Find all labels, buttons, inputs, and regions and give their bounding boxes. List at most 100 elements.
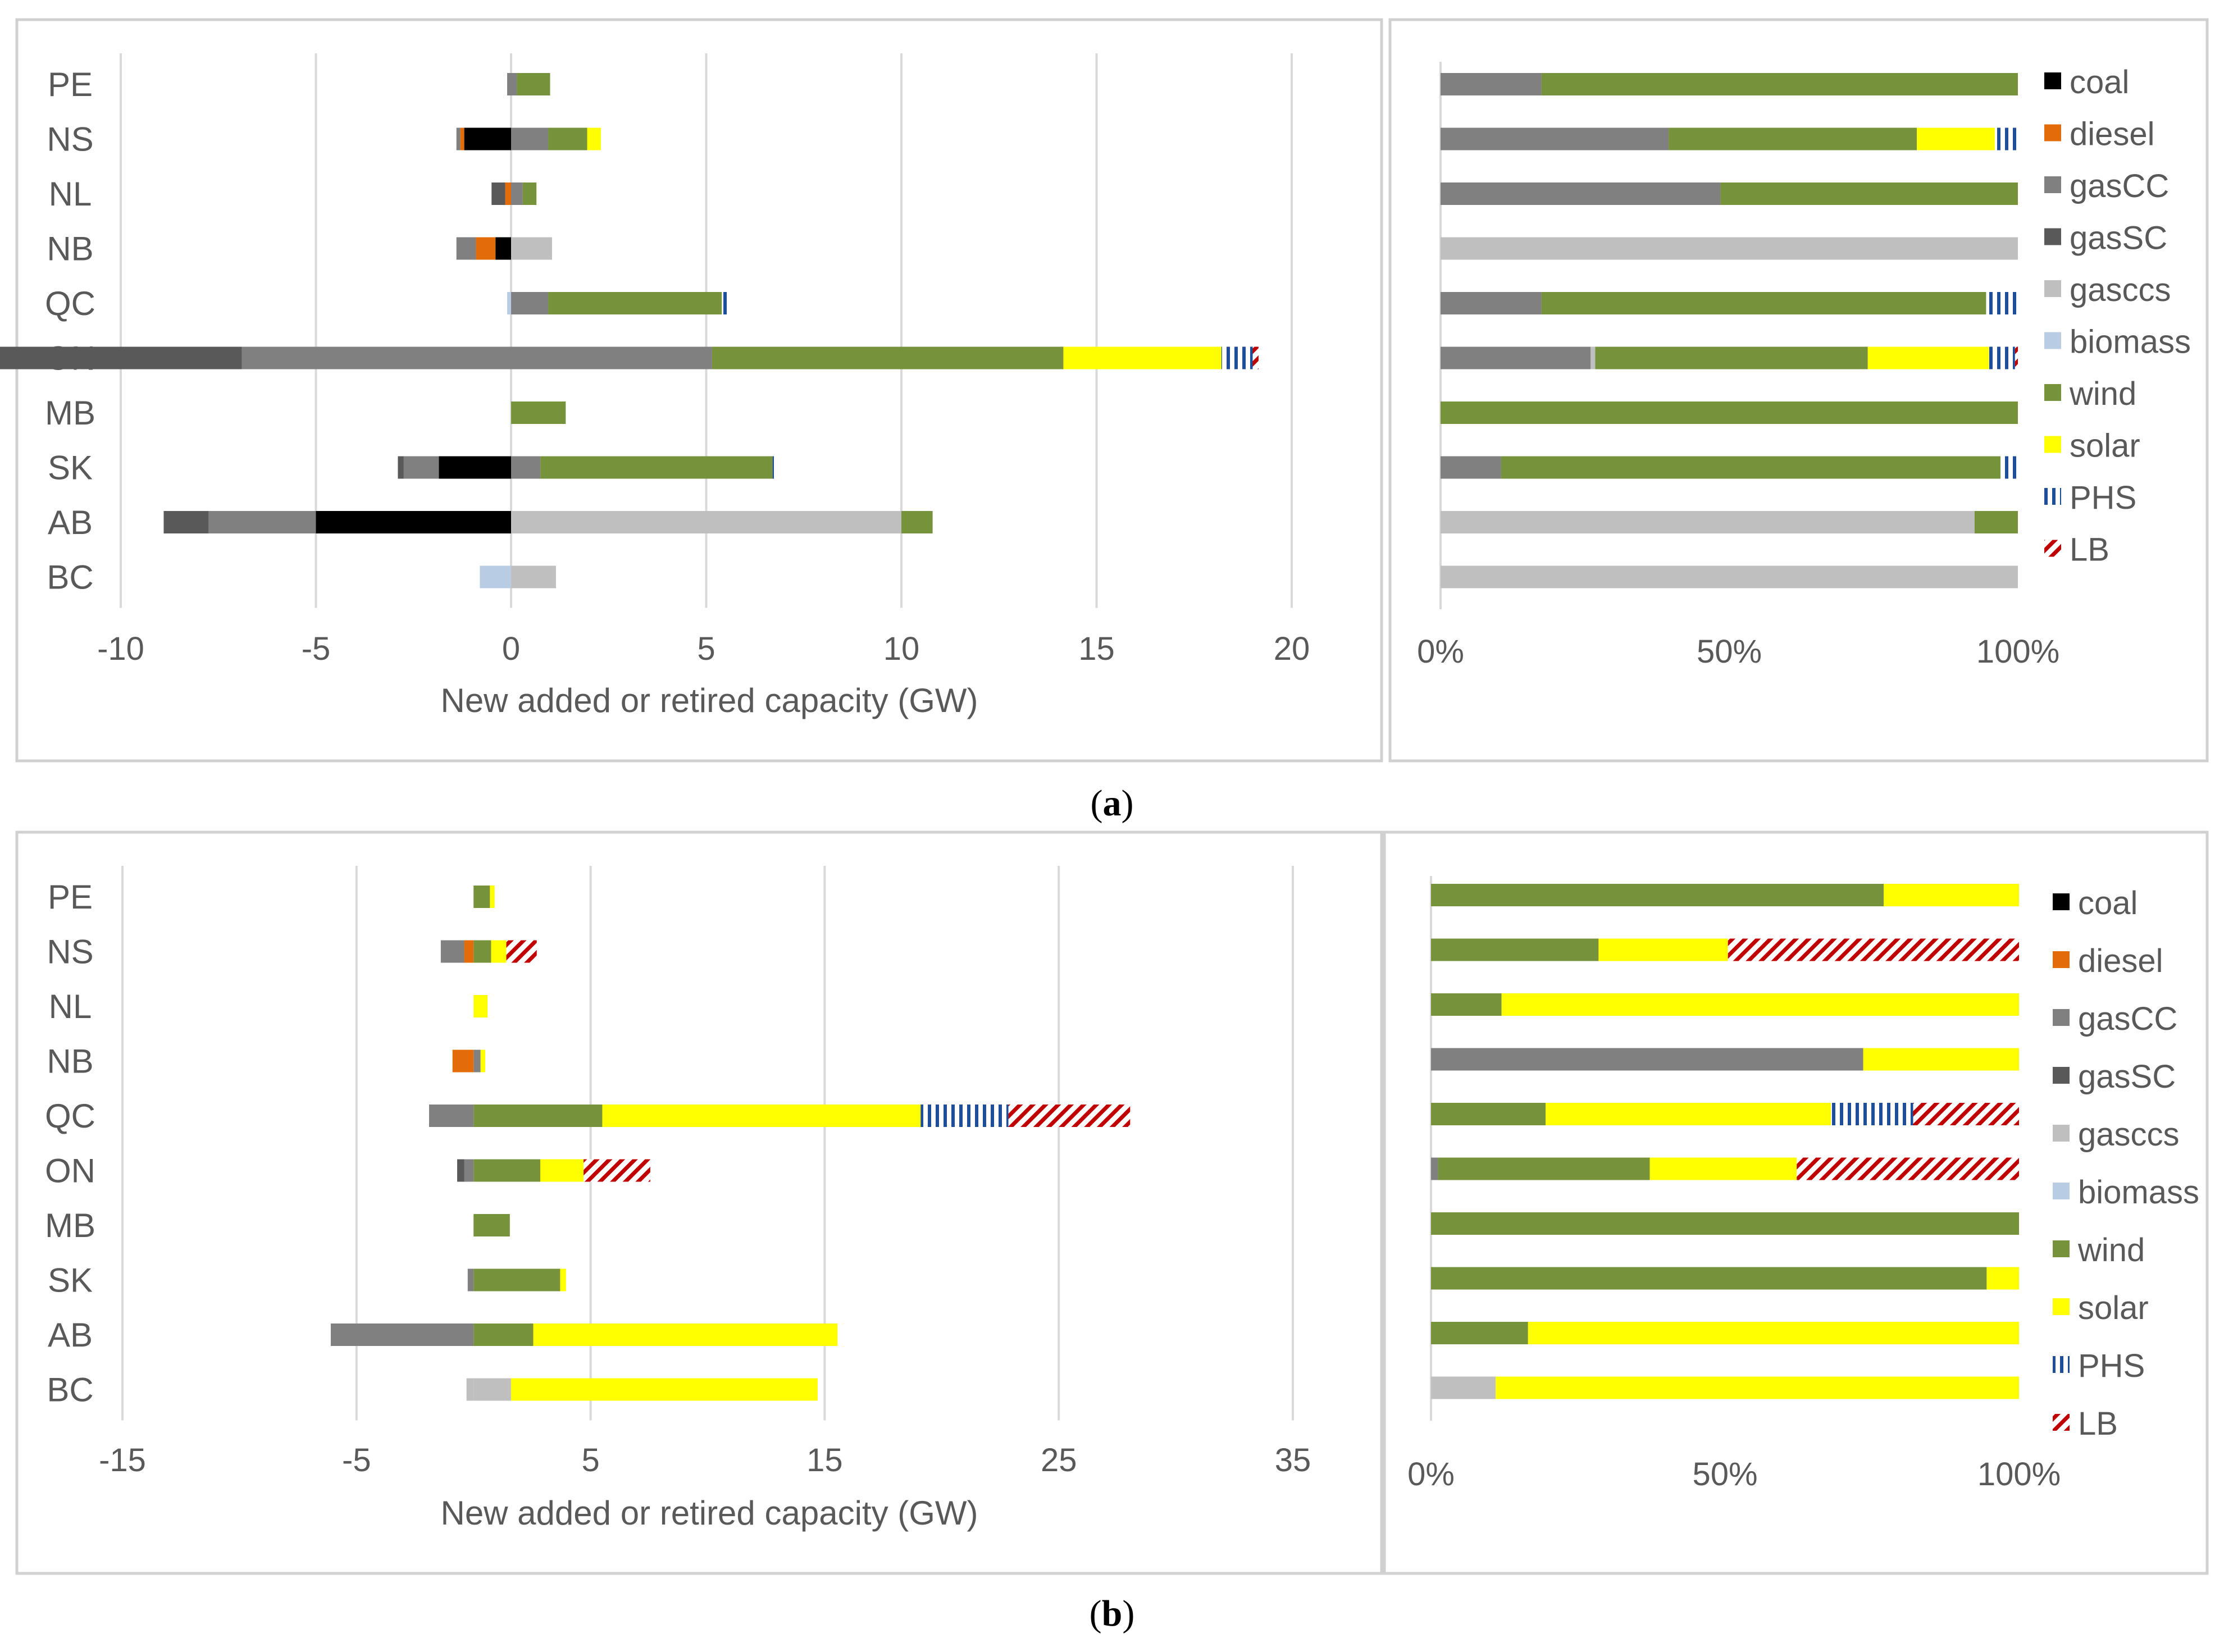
bar-wind-NS <box>1431 938 1599 961</box>
bar-wind-QC <box>473 1105 603 1127</box>
x-tick-label: 15 <box>1078 631 1115 667</box>
bar-gasCC-PE <box>511 73 517 95</box>
legend-swatch-gasSC <box>2044 228 2061 245</box>
category-label: NS <box>47 121 93 158</box>
x-tick-label: 100% <box>1977 1456 2061 1493</box>
bar-wind-NS <box>473 940 491 963</box>
chart-b-right: 0% 50% 100% <box>1407 876 2061 1493</box>
legend-label-biomass: biomass <box>2078 1174 2199 1211</box>
legend-label-wind: wind <box>2069 376 2136 412</box>
bar-gasCC-SK <box>511 456 541 479</box>
bar-gasSC-ON-retired <box>0 346 242 369</box>
bar-gasccs-BC <box>1441 565 2018 588</box>
bar-solar-QC <box>1546 1103 1831 1125</box>
legend-label-gasccs: gasccs <box>2078 1116 2180 1153</box>
bar-solar-ON <box>1063 346 1222 369</box>
bar-wind-QC <box>1431 1103 1546 1125</box>
bar-solar-NL <box>1501 993 2019 1016</box>
x-tick-label: 5 <box>697 631 715 667</box>
legend-label-diesel: diesel <box>2078 943 2163 979</box>
legend-label-gasCC: gasCC <box>2078 1001 2177 1037</box>
bar-gasCC-SK-retired <box>467 1268 474 1292</box>
x-tick-label: -10 <box>97 631 144 667</box>
legend-label-PHS: PHS <box>2070 480 2136 516</box>
x-tick-label: -5 <box>342 1442 371 1478</box>
bar-LB-ON <box>1252 346 1259 369</box>
x-tick-label: 0% <box>1417 633 1464 670</box>
bar-PHS-SK <box>2000 456 2018 479</box>
bar-solar-AB <box>1528 1322 2019 1344</box>
category-label: PE <box>48 66 93 103</box>
bar-gasccs-BC <box>1431 1376 1496 1399</box>
bar-LB-NS <box>506 940 537 963</box>
chart-b-left: -15 -5 5 15 25 35 New added or retired capacit… <box>45 866 1311 1532</box>
bar-PHS-QC <box>920 1105 1009 1127</box>
bar-solar-ON <box>540 1159 584 1182</box>
bar-solar-BC <box>511 1378 818 1401</box>
category-label: PE <box>48 878 93 916</box>
caption-a: (a) <box>1091 783 1134 824</box>
bar-coal-NB-retired <box>495 237 511 260</box>
bar-gasCC-SK-retired <box>403 456 439 479</box>
bar-gasCC-PE <box>1441 73 1542 95</box>
bar-gasCC-NL <box>1441 182 1721 205</box>
bar-wind-QC <box>548 292 722 314</box>
bar-wind-AB <box>1431 1322 1528 1344</box>
bar-diesel-NB-retired <box>452 1049 474 1073</box>
bar-gasCC-ON <box>1441 346 1591 369</box>
bar-coal-SK-retired <box>439 456 511 479</box>
bar-PHS-QC <box>1986 292 2018 314</box>
category-label: SK <box>48 449 93 487</box>
bar-PHS-SK <box>772 456 777 479</box>
bar-solar-NS <box>1917 127 1995 150</box>
x-tick-label: 35 <box>1275 1442 1311 1478</box>
x-tick-label: -15 <box>99 1442 146 1478</box>
bar-gasCC-AB-retired <box>208 511 316 533</box>
bar-gasCC-NB-retired <box>456 237 476 260</box>
bar-gasCC-PE-retired <box>507 73 511 95</box>
category-label: MB <box>45 1207 95 1244</box>
bar-solar-AB <box>533 1324 838 1346</box>
bar-gasCC-NS <box>511 127 549 150</box>
bar-gasCC-NS <box>1441 127 1669 150</box>
legend-swatch-wind <box>2044 384 2061 401</box>
legend-swatch-diesel <box>2053 951 2070 968</box>
bar-wind-ON <box>473 1159 540 1182</box>
panel-b-left-frame <box>15 830 1383 1575</box>
bar-wind-SK <box>473 1268 560 1292</box>
category-label: QC <box>45 285 95 322</box>
legend-label-coal: coal <box>2078 885 2138 921</box>
bar-LB-QC <box>1913 1103 2019 1125</box>
x-tick-label: 50% <box>1692 1456 1757 1493</box>
bar-diesel-NB-retired <box>476 237 496 260</box>
x-tick-label: 5 <box>581 1442 599 1478</box>
legend-label-gasSC: gasSC <box>2070 220 2167 257</box>
legend-a: coal diesel gasCC gasSC gasccs biomass wind sol… <box>2044 64 2191 568</box>
bar-wind-NS <box>548 127 587 150</box>
bar-wind-ON <box>1438 1157 1650 1180</box>
bar-LB-ON <box>2015 346 2018 369</box>
category-label: NB <box>47 230 93 268</box>
category-label: QC <box>45 1097 95 1135</box>
bar-wind-NL <box>1431 993 1502 1016</box>
bar-wind-AB <box>473 1324 534 1346</box>
bar-wind-NL <box>1720 182 2018 205</box>
legend-swatch-LB <box>2044 540 2061 557</box>
legend-swatch-gasSC <box>2053 1067 2070 1084</box>
bar-gasCC-NL <box>511 182 523 205</box>
bar-gasSC-NL-retired <box>491 182 505 205</box>
bar-gasccs-BC-retired <box>466 1378 474 1401</box>
bar-wind-PE <box>1431 884 1884 906</box>
legend-swatch-diesel <box>2044 124 2061 142</box>
bar-gasCC-QC <box>1441 292 1542 314</box>
legend-label-solar: solar <box>2078 1290 2149 1326</box>
category-label: BC <box>47 559 93 596</box>
category-label: NL <box>49 988 92 1025</box>
bar-gasCC-ON <box>511 346 712 369</box>
bar-LB-ON <box>1797 1157 2019 1180</box>
bar-gasSC-SK-retired <box>398 456 404 479</box>
legend-label-wind: wind <box>2077 1232 2145 1268</box>
bar-gasCC-NS-retired <box>440 940 464 963</box>
legend-label-LB: LB <box>2078 1405 2118 1442</box>
bar-PHS-QC <box>1830 1103 1913 1125</box>
